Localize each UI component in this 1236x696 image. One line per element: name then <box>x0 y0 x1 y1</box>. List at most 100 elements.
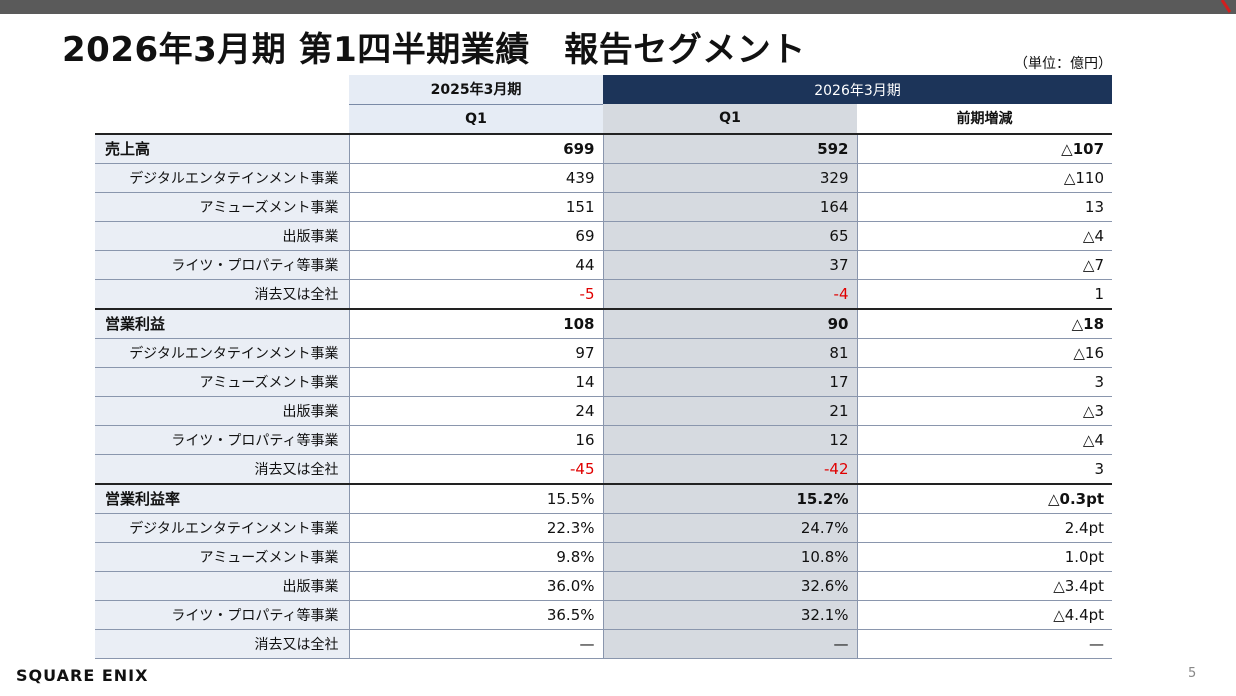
row-label: 消去又は全社 <box>95 629 349 659</box>
value-diff: △18 <box>856 308 1113 339</box>
value-cur: 32.1% <box>602 600 857 630</box>
table-row: 出版事業 24 21 △3 <box>95 396 1113 426</box>
row-label: 営業利益率 <box>95 483 349 514</box>
value-cur: 329 <box>602 163 857 193</box>
value-prev: 16 <box>348 425 603 455</box>
unit-note: （単位：億円） <box>1014 56 1112 72</box>
value-prev: 97 <box>348 338 603 368</box>
value-cur: 37 <box>602 250 857 280</box>
value-cur: 15.2% <box>602 483 857 514</box>
table-row: 営業利益 108 90 △18 <box>95 308 1113 339</box>
value-diff: 1 <box>856 279 1113 310</box>
table-row: 出版事業 69 65 △4 <box>95 221 1113 251</box>
row-label: 出版事業 <box>95 571 349 601</box>
value-prev: 108 <box>348 308 603 339</box>
row-label: 出版事業 <box>95 396 349 426</box>
table-body: 売上高 699 592 △107 デジタルエンタテインメント事業 439 329 △110 アミ… <box>95 133 1113 659</box>
value-cur: -42 <box>602 454 857 485</box>
value-prev: 151 <box>348 192 603 222</box>
row-label: 出版事業 <box>95 221 349 251</box>
table-row: 売上高 699 592 △107 <box>95 133 1113 164</box>
value-prev: 36.0% <box>348 571 603 601</box>
row-label: デジタルエンタテインメント事業 <box>95 163 349 193</box>
row-label: デジタルエンタテインメント事業 <box>95 338 349 368</box>
value-cur: 90 <box>602 308 857 339</box>
row-label: アミューズメント事業 <box>95 542 349 572</box>
page-title: 2026年3月期 第1四半期業績 報告セグメント <box>62 30 806 70</box>
header-fy-prev: 2025年3月期 <box>349 75 603 105</box>
value-prev: 439 <box>348 163 603 193</box>
value-diff: △7 <box>856 250 1113 280</box>
square-enix-logo: SQUARE ENIX <box>16 666 149 685</box>
value-cur: 10.8% <box>602 542 857 572</box>
row-label: デジタルエンタテインメント事業 <box>95 513 349 543</box>
top-bar <box>0 0 1236 14</box>
value-diff: △107 <box>856 133 1113 164</box>
header-blank <box>95 104 349 135</box>
table-row: ライツ・プロパティ等事業 36.5% 32.1% △4.4pt <box>95 600 1113 630</box>
table-row: 消去又は全社 -45 -42 3 <box>95 454 1113 485</box>
segment-table: 2025年3月期 2026年3月期 Q1 Q1 前期増減 売上高 699 592 △1… <box>95 75 1113 659</box>
row-label: アミューズメント事業 <box>95 192 349 222</box>
row-label: アミューズメント事業 <box>95 367 349 397</box>
header-q1-cur: Q1 <box>603 104 857 135</box>
value-cur: 32.6% <box>602 571 857 601</box>
value-prev: 69 <box>348 221 603 251</box>
value-prev: 9.8% <box>348 542 603 572</box>
value-diff: △4.4pt <box>856 600 1113 630</box>
value-diff: △110 <box>856 163 1113 193</box>
value-prev: — <box>348 629 603 659</box>
value-prev: 22.3% <box>348 513 603 543</box>
value-prev: 15.5% <box>348 483 603 514</box>
value-cur: — <box>602 629 857 659</box>
value-diff: 1.0pt <box>856 542 1113 572</box>
value-diff: △4 <box>856 425 1113 455</box>
value-cur: 65 <box>602 221 857 251</box>
table-row: 消去又は全社 -5 -4 1 <box>95 279 1113 310</box>
header-fy-cur: 2026年3月期 <box>603 75 1113 104</box>
table-row: ライツ・プロパティ等事業 44 37 △7 <box>95 250 1113 280</box>
row-label: ライツ・プロパティ等事業 <box>95 250 349 280</box>
value-prev: -45 <box>348 454 603 485</box>
value-diff: △3 <box>856 396 1113 426</box>
table-row: デジタルエンタテインメント事業 97 81 △16 <box>95 338 1113 368</box>
table-row: アミューズメント事業 14 17 3 <box>95 367 1113 397</box>
value-diff: 3 <box>856 367 1113 397</box>
header-row-fiscal-year: 2025年3月期 2026年3月期 <box>95 75 1113 105</box>
table-row: 消去又は全社 — — — <box>95 629 1113 659</box>
value-prev: 699 <box>348 133 603 164</box>
value-cur: 592 <box>602 133 857 164</box>
header-row-quarter: Q1 Q1 前期増減 <box>95 104 1113 135</box>
table-row: デジタルエンタテインメント事業 22.3% 24.7% 2.4pt <box>95 513 1113 543</box>
value-cur: 17 <box>602 367 857 397</box>
row-label: 消去又は全社 <box>95 454 349 485</box>
value-diff: △16 <box>856 338 1113 368</box>
table-row: アミューズメント事業 9.8% 10.8% 1.0pt <box>95 542 1113 572</box>
row-label: ライツ・プロパティ等事業 <box>95 600 349 630</box>
value-prev: 44 <box>348 250 603 280</box>
value-diff: 13 <box>856 192 1113 222</box>
value-cur: 12 <box>602 425 857 455</box>
value-diff: △0.3pt <box>856 483 1113 514</box>
value-diff: △4 <box>856 221 1113 251</box>
value-prev: 36.5% <box>348 600 603 630</box>
value-diff: — <box>856 629 1113 659</box>
table-row: アミューズメント事業 151 164 13 <box>95 192 1113 222</box>
value-cur: 24.7% <box>602 513 857 543</box>
value-diff: △3.4pt <box>856 571 1113 601</box>
header-q1-prev: Q1 <box>349 104 603 135</box>
value-cur: 164 <box>602 192 857 222</box>
row-label: 消去又は全社 <box>95 279 349 310</box>
corner-accent <box>1220 0 1232 13</box>
value-prev: 14 <box>348 367 603 397</box>
value-prev: 24 <box>348 396 603 426</box>
table-row: 出版事業 36.0% 32.6% △3.4pt <box>95 571 1113 601</box>
table-row: ライツ・プロパティ等事業 16 12 △4 <box>95 425 1113 455</box>
row-label: ライツ・プロパティ等事業 <box>95 425 349 455</box>
page-number: 5 <box>1188 666 1197 681</box>
row-label: 営業利益 <box>95 308 349 339</box>
row-label: 売上高 <box>95 133 349 164</box>
table-row: デジタルエンタテインメント事業 439 329 △110 <box>95 163 1113 193</box>
header-empty <box>95 75 349 104</box>
value-cur: -4 <box>602 279 857 310</box>
